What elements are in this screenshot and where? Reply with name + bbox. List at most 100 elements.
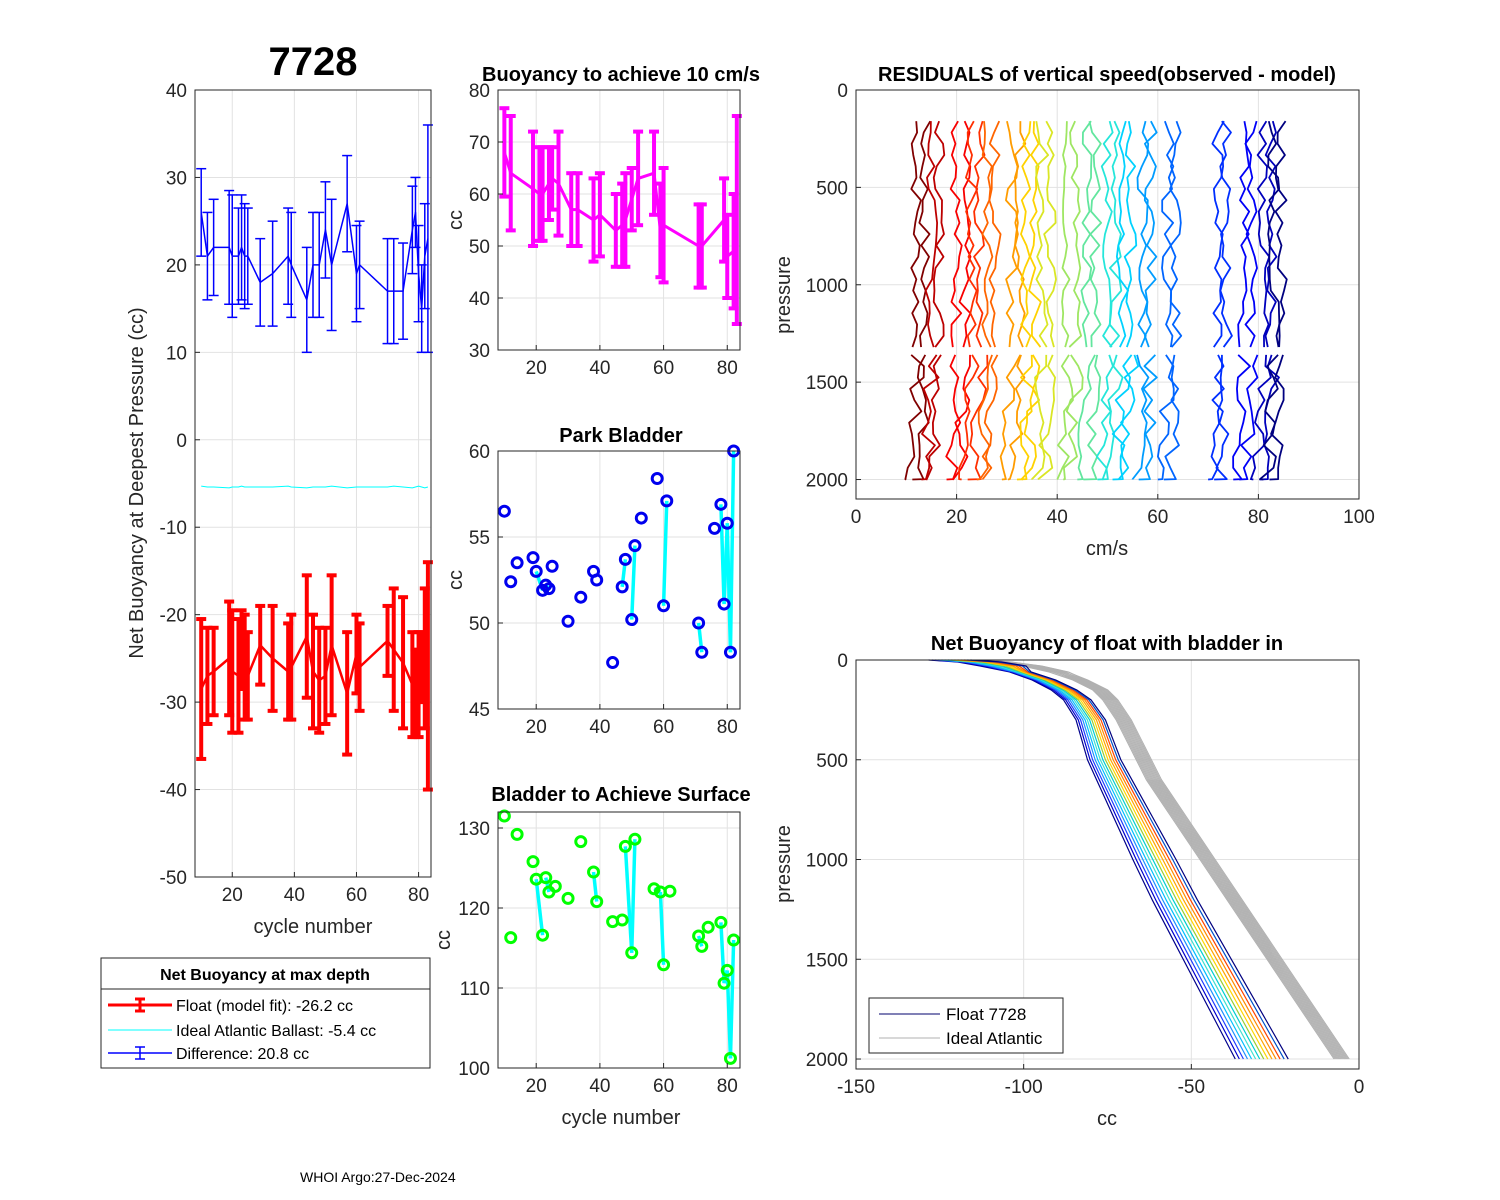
residual-profile-upper [1035, 121, 1050, 348]
residuals-title: RESIDUALS of vertical speed(observed - m… [878, 64, 1336, 86]
profile-legend-box [868, 997, 1064, 1054]
residual-profile-lower [967, 354, 989, 481]
tick-label-y: 50 [469, 614, 490, 635]
bladder-surface-xlabel: cycle number [562, 1107, 681, 1129]
legend-swatch-difference [108, 1046, 172, 1060]
data-point [590, 573, 604, 587]
residual-profile-lower [1031, 354, 1048, 481]
residual-profile-lower [1157, 354, 1175, 481]
data-point [606, 656, 620, 670]
residual-profile-lower [999, 354, 1022, 481]
float-fit-errorbar [314, 625, 325, 735]
profile-legend-ideal: Ideal Atlantic [946, 1029, 1043, 1048]
residual-profile-lower [952, 354, 971, 481]
park-bladder-grid [498, 450, 740, 710]
residual-profile-upper [1136, 120, 1150, 348]
data-point [657, 599, 671, 613]
residual-profile-upper [1237, 120, 1251, 348]
residual-profile-lower [1016, 354, 1035, 481]
residual-profile-upper [1143, 120, 1158, 348]
data-point [615, 913, 629, 927]
legend-entry-float-fit: Float (model fit): -26.2 cc [176, 998, 353, 1015]
data-point [504, 931, 518, 945]
net-buoyancy-grid [195, 89, 431, 878]
repeat-link [629, 839, 637, 953]
residual-profile-upper [1169, 120, 1183, 348]
float-id-title: 7728 [269, 40, 358, 84]
data-point [692, 616, 706, 630]
panel-bladder-surface: 20 40 60 80 130 120 110 100 Bladder to Achieve … [433, 784, 751, 1129]
buoyancy-10cms-errorbar [633, 129, 644, 228]
tick-label-x: 60 [653, 1076, 674, 1097]
residual-profile-lower [981, 354, 999, 481]
legend-title: Net Buoyancy at max depth [160, 967, 370, 984]
data-point [542, 582, 556, 596]
float-fit-errorbar [255, 603, 266, 687]
footer-stamp: WHOI Argo:27-Dec-2024 [300, 1169, 456, 1185]
profile-legend-float: Float 7728 [946, 1005, 1026, 1024]
residual-profile-upper [1020, 121, 1032, 348]
tick-label-x: 20 [526, 1076, 547, 1097]
float-fit-errorbar [320, 625, 331, 726]
buoyancy-10cms-ticks: 20 40 60 80 80 70 60 50 40 30 [469, 81, 738, 379]
legend-entry-difference: Difference: 20.8 cc [176, 1046, 309, 1063]
residual-profile-upper [1264, 120, 1278, 348]
residual-profile-upper [1088, 120, 1103, 348]
data-point [615, 580, 629, 594]
tick-label-x: 20 [526, 358, 547, 379]
tick-label-y: 1000 [806, 276, 848, 297]
residual-profile-lower [1063, 354, 1084, 481]
data-point [504, 575, 518, 589]
data-point [574, 590, 588, 604]
difference-errorbar [314, 211, 325, 319]
residual-profile-upper [1108, 120, 1123, 348]
data-point [723, 645, 737, 659]
data-point [539, 871, 553, 885]
buoyancy-10cms-errorbar [588, 176, 599, 264]
data-point [701, 920, 715, 934]
tick-label-y: 40 [166, 81, 187, 102]
tick-label-x: 20 [946, 507, 967, 528]
residual-profile-upper [1115, 120, 1130, 348]
difference-errorbar [326, 198, 337, 332]
data-point [574, 835, 588, 849]
data-point [720, 516, 734, 530]
residual-profile-upper [918, 120, 932, 348]
tick-label-y: 60 [469, 442, 490, 463]
repeat-link [728, 450, 736, 653]
ideal-profile-line [965, 659, 1338, 1060]
ideal-profile-line [968, 659, 1342, 1060]
tick-label-x: 40 [1047, 507, 1068, 528]
profile-ticks: -150 -100 -50 0 0 500 1000 1500 2000 [806, 651, 1365, 1098]
residuals-series [904, 120, 1288, 481]
repeat-link [658, 891, 666, 965]
data-point [526, 551, 540, 565]
residual-profile-upper [1211, 120, 1225, 348]
tick-label-y: -50 [160, 868, 187, 889]
float-fit-errorbar [301, 573, 312, 700]
park-bladder-frame [497, 450, 741, 710]
residual-profile-lower [1056, 354, 1074, 481]
tick-label-y: 55 [469, 528, 490, 549]
residual-profile-lower [921, 354, 940, 481]
data-point [536, 928, 550, 942]
tick-label-y: 130 [458, 819, 490, 840]
tick-label-y: 500 [816, 751, 848, 772]
buoyancy-10cms-errorbar [553, 129, 564, 238]
residual-profile-upper [1068, 120, 1082, 348]
tick-label-y: 50 [469, 237, 490, 258]
float-fit-errorbar [388, 586, 399, 713]
bladder-surface-ylabel: cc [433, 930, 455, 950]
buoyancy-10cms-ylabel: cc [445, 210, 467, 230]
data-point [510, 556, 524, 570]
tick-label-x: 40 [589, 358, 610, 379]
tick-label-x: 40 [589, 1076, 610, 1097]
tick-label-y: 10 [166, 343, 187, 364]
tick-label-y: 120 [458, 899, 490, 920]
residual-profile-lower [1037, 354, 1056, 481]
tick-label-x: 80 [1248, 507, 1269, 528]
net-buoyancy-series [196, 124, 433, 792]
panel-buoyancy-10cms: 20 40 60 80 80 70 60 50 40 30 Buoyancy to achieve… [445, 64, 760, 379]
tick-label-x: 0 [851, 507, 862, 528]
tick-label-y: 100 [458, 1059, 490, 1080]
